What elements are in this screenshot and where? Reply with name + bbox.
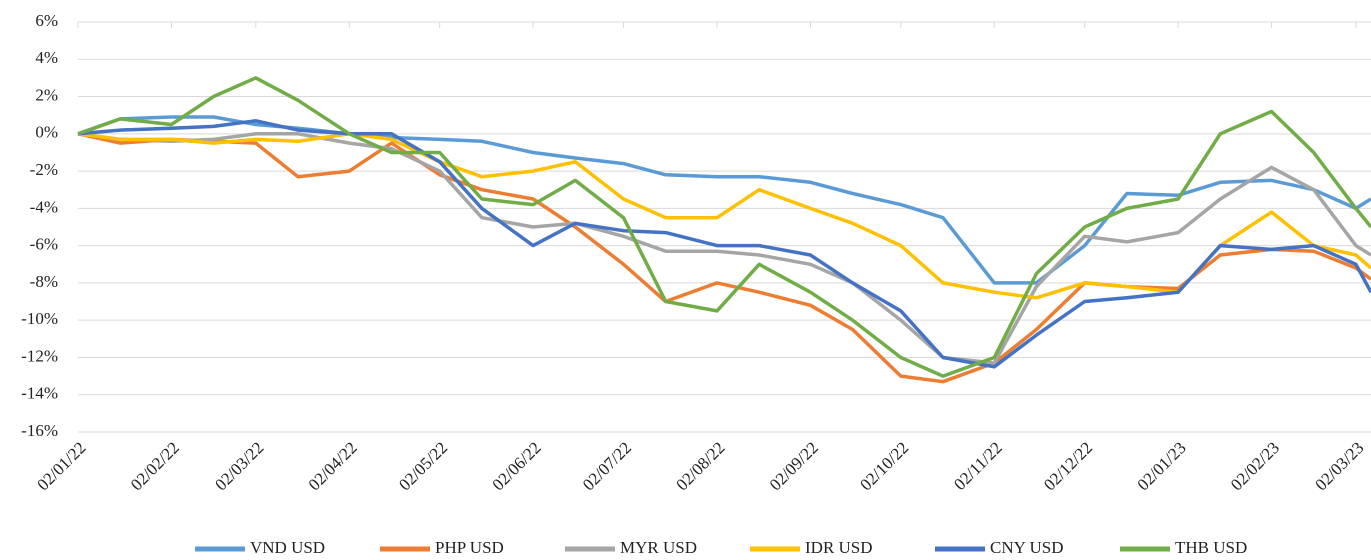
x-tick-label: 02/01/22 bbox=[33, 438, 89, 494]
x-tick-label: 02/05/22 bbox=[395, 438, 451, 494]
y-tick-label: -2% bbox=[30, 160, 58, 179]
x-tick-label: 02/03/23 bbox=[1311, 438, 1367, 494]
y-tick-label: -10% bbox=[21, 309, 58, 328]
x-tick-label: 02/03/22 bbox=[211, 438, 267, 494]
x-tick-label: 02/04/22 bbox=[305, 438, 361, 494]
x-tick-label: 02/02/22 bbox=[127, 438, 183, 494]
y-tick-label: 0% bbox=[35, 123, 58, 142]
legend-label: PHP USD bbox=[435, 538, 504, 557]
series-line bbox=[77, 132, 1371, 365]
y-tick-label: -14% bbox=[21, 384, 58, 403]
x-tick-label: 02/11/22 bbox=[950, 438, 1006, 494]
legend-label: IDR USD bbox=[805, 538, 873, 557]
series-line bbox=[77, 119, 1371, 369]
y-tick-label: -16% bbox=[21, 421, 58, 440]
y-tick-label: -12% bbox=[21, 346, 58, 365]
y-tick-label: -6% bbox=[30, 235, 58, 254]
series-line bbox=[77, 76, 1371, 378]
x-tick-label: 02/01/23 bbox=[1134, 438, 1190, 494]
x-tick-label: 02/10/22 bbox=[856, 438, 912, 494]
legend-label: VND USD bbox=[250, 538, 325, 557]
legend-label: CNY USD bbox=[990, 538, 1064, 557]
y-tick-label: 6% bbox=[35, 11, 58, 30]
legend-label: MYR USD bbox=[620, 538, 697, 557]
x-tick-label: 02/02/23 bbox=[1227, 438, 1283, 494]
y-tick-label: 4% bbox=[35, 48, 58, 67]
x-tick-label: 02/06/22 bbox=[489, 438, 545, 494]
x-tick-label: 02/09/22 bbox=[766, 438, 822, 494]
series-line bbox=[77, 132, 1371, 300]
y-tick-label: 2% bbox=[35, 85, 58, 104]
x-tick-label: 02/08/22 bbox=[672, 438, 728, 494]
x-tick-label: 02/12/22 bbox=[1040, 438, 1096, 494]
x-tick-label: 02/07/22 bbox=[579, 438, 635, 494]
y-tick-label: -8% bbox=[30, 272, 58, 291]
y-tick-label: -4% bbox=[30, 197, 58, 216]
legend-label: THB USD bbox=[1175, 538, 1247, 557]
